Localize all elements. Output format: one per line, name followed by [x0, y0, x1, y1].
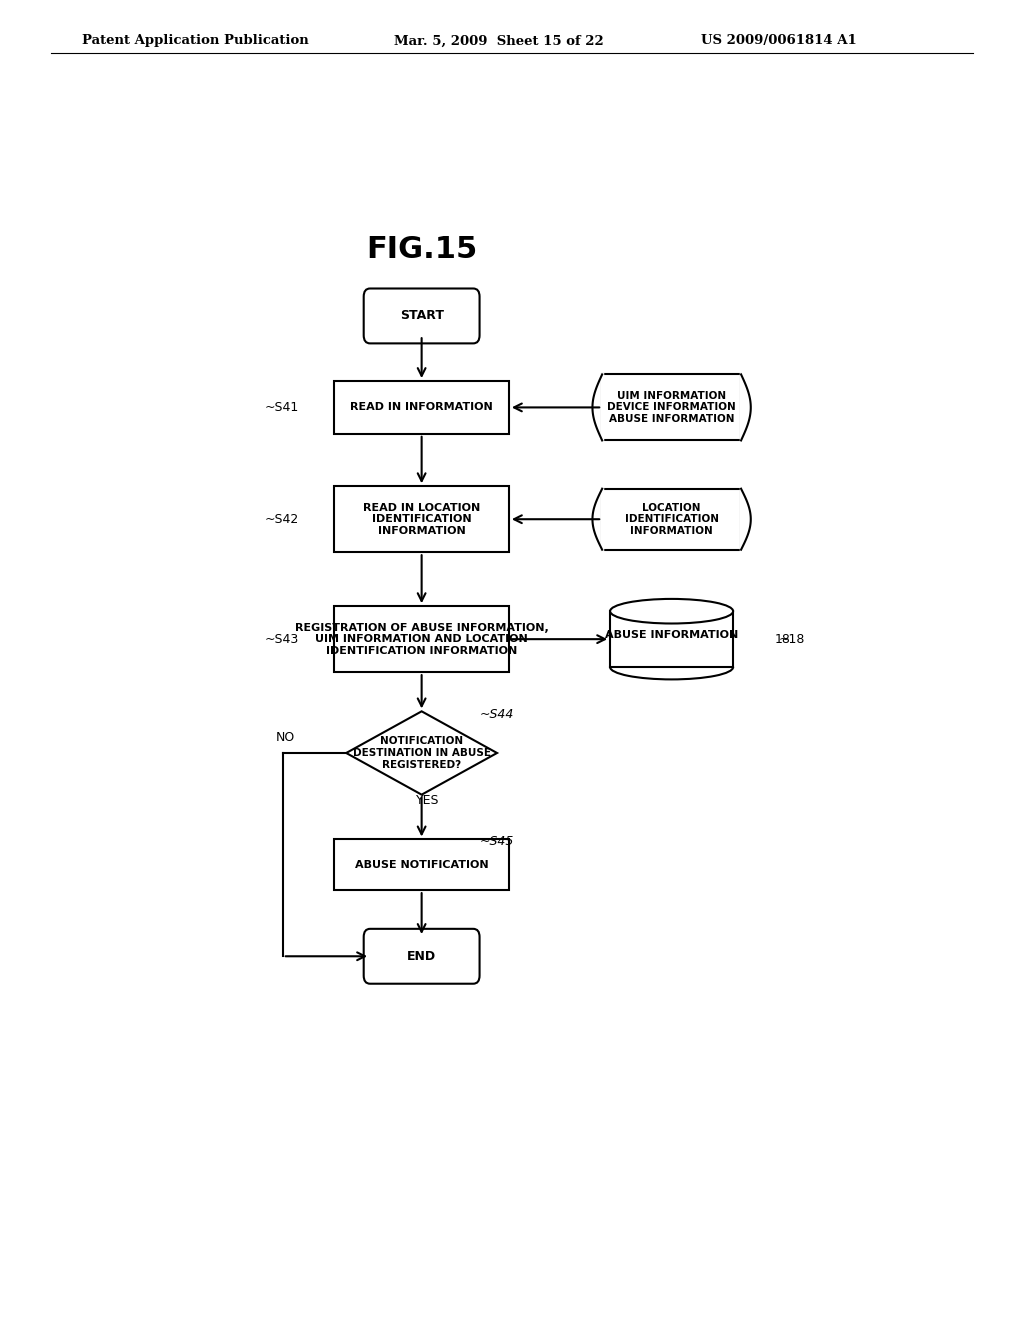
Text: END: END: [408, 950, 436, 962]
Text: ~S44: ~S44: [480, 708, 514, 721]
Text: ~18: ~18: [778, 632, 805, 645]
Ellipse shape: [610, 599, 733, 623]
Bar: [334, 486, 509, 552]
Text: READ IN LOCATION
IDENTIFICATION
INFORMATION: READ IN LOCATION IDENTIFICATION INFORMAT…: [362, 503, 480, 536]
Text: START: START: [399, 309, 443, 322]
Text: ABUSE NOTIFICATION: ABUSE NOTIFICATION: [355, 859, 488, 870]
Text: Patent Application Publication: Patent Application Publication: [82, 34, 308, 48]
Text: YES: YES: [416, 795, 439, 808]
Text: FIG.15: FIG.15: [366, 235, 477, 264]
Bar: [610, 611, 733, 667]
Text: ~S43: ~S43: [264, 632, 299, 645]
Text: NO: NO: [275, 731, 295, 744]
FancyBboxPatch shape: [364, 929, 479, 983]
Text: LOCATION
IDENTIFICATION
INFORMATION: LOCATION IDENTIFICATION INFORMATION: [625, 503, 719, 536]
Bar: [602, 375, 741, 441]
Text: ~S45: ~S45: [480, 836, 514, 847]
Text: ABUSE INFORMATION: ABUSE INFORMATION: [605, 631, 738, 640]
Text: UIM INFORMATION
DEVICE INFORMATION
ABUSE INFORMATION: UIM INFORMATION DEVICE INFORMATION ABUSE…: [607, 391, 736, 424]
Bar: [334, 840, 509, 890]
Text: 18: 18: [775, 632, 791, 645]
Text: READ IN INFORMATION: READ IN INFORMATION: [350, 403, 493, 412]
Text: NOTIFICATION
DESTINATION IN ABUSE
REGISTERED?: NOTIFICATION DESTINATION IN ABUSE REGIST…: [352, 737, 490, 770]
Text: REGISTRATION OF ABUSE INFORMATION,
UIM INFORMATION AND LOCATION
IDENTIFICATION I: REGISTRATION OF ABUSE INFORMATION, UIM I…: [295, 623, 549, 656]
Text: ~S41: ~S41: [264, 401, 299, 414]
FancyBboxPatch shape: [364, 289, 479, 343]
Text: US 2009/0061814 A1: US 2009/0061814 A1: [701, 34, 857, 48]
Bar: [602, 488, 741, 549]
Bar: [334, 606, 509, 672]
Polygon shape: [346, 711, 497, 795]
Text: Mar. 5, 2009  Sheet 15 of 22: Mar. 5, 2009 Sheet 15 of 22: [394, 34, 604, 48]
Bar: [334, 381, 509, 434]
Text: ~S42: ~S42: [264, 512, 299, 525]
